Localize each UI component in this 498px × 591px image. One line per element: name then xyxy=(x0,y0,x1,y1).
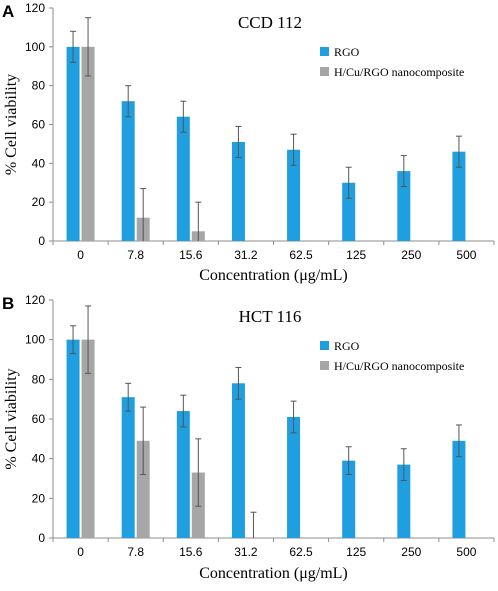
x-tick-label: 62.5 xyxy=(289,248,313,262)
y-tick-label: 120 xyxy=(25,1,45,15)
y-tick-label: 60 xyxy=(32,412,46,426)
y-axis-title: % Cell viability xyxy=(3,74,20,175)
chart-title: HCT 116 xyxy=(239,307,302,326)
x-tick-label: 500 xyxy=(456,248,476,262)
bar-rgo xyxy=(287,149,301,241)
y-tick-label: 20 xyxy=(32,195,46,209)
bar-composite xyxy=(81,46,95,242)
legend-swatch-rgo xyxy=(320,47,329,56)
bar-rgo xyxy=(66,339,80,538)
bar-rgo xyxy=(176,411,190,538)
x-tick-label: 500 xyxy=(456,545,476,559)
x-tick-label: 0 xyxy=(77,545,84,559)
y-tick-label: 60 xyxy=(32,118,46,132)
y-tick-label: 40 xyxy=(32,452,46,466)
bar-rgo xyxy=(176,116,190,241)
x-tick-label: 250 xyxy=(401,545,421,559)
x-tick-label: 15.6 xyxy=(179,545,203,559)
y-tick-label: 40 xyxy=(32,156,46,170)
bar-rgo xyxy=(231,383,245,538)
x-tick-label: 7.8 xyxy=(127,545,144,559)
x-axis-title: Concentration (μg/mL) xyxy=(199,565,348,582)
bar-rgo xyxy=(121,397,135,538)
x-tick-label: 15.6 xyxy=(179,248,203,262)
x-tick-label: 62.5 xyxy=(289,545,313,559)
x-tick-label: 125 xyxy=(346,248,366,262)
x-tick-label: 31.2 xyxy=(234,545,258,559)
y-tick-label: 0 xyxy=(38,234,45,248)
bar-rgo xyxy=(287,417,301,538)
x-tick-label: 250 xyxy=(401,248,421,262)
bar-rgo xyxy=(397,171,411,241)
x-axis-title: Concentration (μg/mL) xyxy=(199,267,348,284)
y-tick-label: 120 xyxy=(25,293,45,307)
bar-rgo xyxy=(231,141,245,241)
y-tick-label: 80 xyxy=(32,79,46,93)
bar-rgo xyxy=(452,151,466,241)
y-tick-label: 0 xyxy=(38,531,45,545)
bar-composite xyxy=(136,440,150,538)
y-axis-title: % Cell viability xyxy=(3,368,20,469)
x-tick-label: 7.8 xyxy=(127,248,144,262)
bar-rgo xyxy=(66,46,80,242)
bar-rgo xyxy=(342,182,356,241)
bar-rgo xyxy=(397,464,411,538)
y-tick-label: 100 xyxy=(25,40,45,54)
panel-label: A xyxy=(2,2,14,21)
y-tick-label: 20 xyxy=(32,491,46,505)
legend-label-composite: H/Cu/RGO nanocomposite xyxy=(334,65,464,79)
legend-label-rgo: RGO xyxy=(334,45,360,59)
bar-rgo xyxy=(452,440,466,538)
x-tick-label: 125 xyxy=(346,545,366,559)
x-tick-label: 31.2 xyxy=(234,248,258,262)
chart-title: CCD 112 xyxy=(238,13,302,32)
legend-swatch-composite xyxy=(320,67,329,76)
y-tick-label: 100 xyxy=(25,333,45,347)
x-tick-label: 0 xyxy=(77,248,84,262)
bar-rgo xyxy=(342,460,356,538)
y-tick-label: 80 xyxy=(32,372,46,386)
bar-composite xyxy=(81,339,95,538)
legend-label-composite: H/Cu/RGO nanocomposite xyxy=(334,359,464,373)
panel-label: B xyxy=(2,294,14,313)
legend-swatch-rgo xyxy=(320,341,329,350)
bar-rgo xyxy=(121,101,135,241)
legend-swatch-composite xyxy=(320,361,329,370)
legend-label-rgo: RGO xyxy=(334,339,360,353)
